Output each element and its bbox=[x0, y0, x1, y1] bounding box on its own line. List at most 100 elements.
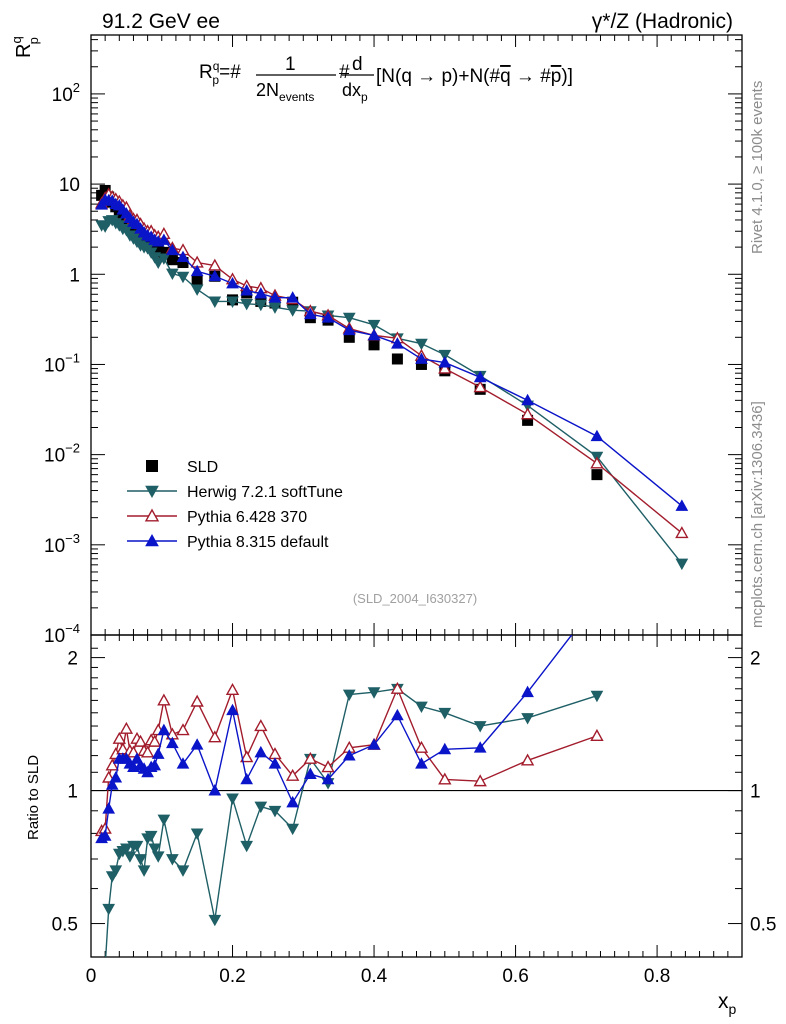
ratio-series bbox=[94, 635, 604, 992]
data-point bbox=[286, 291, 300, 303]
data-point bbox=[473, 370, 487, 383]
data-point bbox=[367, 328, 381, 341]
chart-title-formula: Rq p=# 1 2Nevents # d dxp [N(q → p)+N(#q … bbox=[199, 54, 573, 104]
data-point bbox=[254, 299, 268, 312]
data-point bbox=[675, 558, 689, 571]
data-point bbox=[176, 865, 190, 877]
axes: 0 0.2 0.4 0.6 0.8 102 10 1 10−1 10−2 10−3 10−4 0.5 0.… bbox=[44, 35, 776, 987]
data-point bbox=[590, 690, 604, 703]
data-point bbox=[368, 339, 380, 351]
series-herwig-7-2-1-softtune bbox=[95, 215, 689, 571]
legend-label: Pythia 6.428 370 bbox=[187, 509, 307, 526]
data-point bbox=[521, 685, 534, 698]
data-point bbox=[391, 708, 404, 721]
data-point bbox=[147, 734, 162, 747]
y-tick-label: 10−1 bbox=[44, 350, 80, 376]
data-point bbox=[105, 758, 119, 771]
x-tick-label: 0.4 bbox=[361, 966, 388, 987]
svg-text:dxp: dxp bbox=[342, 80, 368, 104]
data-point bbox=[303, 751, 318, 764]
data-point bbox=[226, 793, 239, 805]
data-point bbox=[343, 331, 355, 343]
data-point bbox=[151, 747, 165, 759]
data-point bbox=[415, 338, 428, 351]
data-point bbox=[144, 830, 158, 843]
data-point bbox=[130, 840, 144, 853]
ratio-tick-label-left: 2 bbox=[67, 649, 78, 670]
data-point bbox=[473, 741, 487, 753]
data-point bbox=[151, 851, 165, 863]
data-point bbox=[176, 250, 190, 263]
data-point bbox=[438, 349, 452, 362]
data-point bbox=[239, 750, 254, 763]
svg-text:Rqp=#: Rq p=# bbox=[199, 59, 241, 87]
y-tick-label: 10 bbox=[59, 175, 80, 196]
data-point bbox=[342, 749, 356, 761]
data-point bbox=[157, 233, 171, 245]
data-point bbox=[190, 738, 204, 750]
legend-label: SLD bbox=[187, 459, 218, 476]
data-point bbox=[96, 982, 107, 992]
data-point bbox=[254, 801, 268, 814]
data-point bbox=[133, 734, 148, 747]
data-point bbox=[522, 414, 534, 426]
data-point bbox=[240, 298, 254, 311]
data-point bbox=[123, 851, 137, 863]
data-point bbox=[157, 253, 171, 265]
data-point bbox=[176, 723, 190, 736]
data-point bbox=[286, 795, 300, 808]
series-pythia-8-315-default bbox=[95, 193, 689, 511]
data-point bbox=[590, 429, 604, 442]
data-point bbox=[190, 284, 204, 296]
series-line bbox=[101, 193, 683, 534]
data-point bbox=[166, 254, 178, 266]
data-point bbox=[134, 854, 147, 866]
data-point bbox=[112, 731, 126, 744]
rivet-version-label: Rivet 4.1.0, ≥ 100k events bbox=[749, 81, 766, 254]
data-point bbox=[225, 682, 240, 696]
y-axis-label: Rq p bbox=[9, 36, 41, 58]
data-point bbox=[473, 380, 487, 393]
data-point bbox=[675, 526, 689, 539]
y-tick-label: 102 bbox=[52, 80, 80, 106]
data-point bbox=[102, 802, 116, 814]
data-point bbox=[438, 772, 452, 785]
y-tick-label: 10−4 bbox=[44, 621, 80, 647]
data-point bbox=[208, 730, 222, 743]
data-point bbox=[254, 719, 268, 732]
data-point bbox=[102, 903, 116, 916]
data-point bbox=[521, 713, 534, 725]
data-point bbox=[254, 287, 268, 299]
data-point bbox=[590, 456, 604, 469]
data-point bbox=[415, 352, 428, 364]
data-point bbox=[473, 774, 487, 787]
data-point bbox=[100, 962, 111, 972]
header-process: γ*/Z (Hadronic) bbox=[592, 10, 733, 33]
ratio-tick-label-right: 2 bbox=[750, 649, 761, 670]
data-point bbox=[190, 828, 204, 840]
data-point bbox=[367, 319, 381, 332]
data-point bbox=[591, 469, 603, 481]
data-point bbox=[166, 268, 179, 281]
data-point bbox=[157, 723, 171, 736]
data-point bbox=[473, 721, 487, 733]
data-point bbox=[285, 768, 300, 781]
data-point bbox=[342, 689, 356, 702]
data-point bbox=[208, 784, 222, 796]
data-point bbox=[145, 533, 159, 547]
data-point bbox=[144, 508, 160, 522]
data-point bbox=[521, 393, 534, 406]
data-point bbox=[520, 407, 535, 420]
data-point bbox=[176, 271, 190, 284]
data-point bbox=[367, 738, 381, 750]
data-point bbox=[391, 337, 404, 349]
ratio-y-axis-label: Ratio to SLD bbox=[25, 755, 42, 840]
y-tick-label: 10−2 bbox=[44, 441, 80, 467]
analysis-tag: (SLD_2004_I630327) bbox=[353, 591, 477, 606]
data-point bbox=[208, 296, 222, 308]
data-point bbox=[109, 771, 123, 783]
data-point bbox=[268, 747, 282, 760]
data-point bbox=[226, 703, 239, 716]
data-point bbox=[105, 778, 119, 790]
